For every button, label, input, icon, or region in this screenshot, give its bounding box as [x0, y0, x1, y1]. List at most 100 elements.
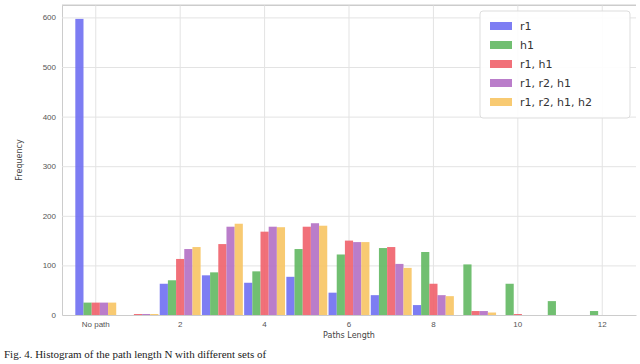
- series: [83, 248, 598, 315]
- legend-swatch: [490, 22, 512, 30]
- legend-entry: r1: [490, 20, 532, 33]
- bar: [184, 249, 192, 315]
- series: [100, 223, 488, 315]
- x-tick-label: 4: [262, 320, 267, 329]
- bar: [472, 311, 480, 315]
- bar: [598, 315, 606, 316]
- bar: [303, 227, 311, 315]
- bar: [353, 242, 361, 315]
- bar: [522, 315, 530, 316]
- bar: [361, 242, 369, 315]
- bar: [126, 315, 134, 316]
- bar: [329, 293, 337, 315]
- y-tick-label: 400: [43, 113, 57, 122]
- y-tick-label: 300: [43, 162, 57, 171]
- bar: [345, 241, 353, 315]
- legend-label: h1: [520, 39, 534, 52]
- bar: [192, 247, 200, 315]
- legend-swatch: [490, 79, 512, 87]
- y-tick-label: 600: [43, 13, 57, 22]
- bar: [202, 275, 210, 315]
- legend: r1 h1 r1, h1 r1, r2, h1 r1, r2, h1, h2: [480, 11, 630, 118]
- legend-entry: r1, r2, h1: [490, 77, 571, 90]
- bar: [497, 315, 505, 316]
- bar: [438, 295, 446, 315]
- bar: [556, 315, 564, 316]
- bar: [413, 305, 421, 315]
- plot: 0100200300400500600No path24681012: [43, 5, 637, 329]
- bar: [371, 295, 379, 315]
- y-grid-line: [62, 315, 636, 316]
- bar: [421, 252, 429, 315]
- bar: [319, 226, 327, 315]
- series: [92, 227, 522, 315]
- bar: [244, 283, 252, 315]
- x-axis-line: [63, 315, 637, 316]
- bar: [463, 264, 471, 315]
- bar: [252, 271, 260, 315]
- bar: [395, 264, 403, 315]
- x-grid-line: [95, 5, 96, 315]
- bar: [286, 277, 294, 315]
- series: [75, 19, 421, 315]
- chart: 0100200300400500600No path24681012Paths …: [0, 0, 640, 364]
- legend-label: r1: [520, 20, 532, 33]
- legend-swatch: [490, 41, 512, 49]
- legend-box: [480, 11, 630, 118]
- y-tick-label: 500: [43, 63, 57, 72]
- x-axis: No path24681012: [63, 5, 637, 329]
- y-tick: 200: [43, 212, 636, 221]
- bar: [530, 315, 538, 316]
- bar: [540, 315, 548, 316]
- bar: [572, 315, 580, 316]
- bar: [134, 314, 142, 315]
- bar: [235, 224, 243, 315]
- x-axis-title: Paths Length: [323, 331, 375, 340]
- bar: [210, 272, 218, 315]
- bar: [403, 268, 411, 315]
- bar: [160, 284, 168, 315]
- bar: [564, 315, 572, 316]
- y-tick: 300: [43, 162, 636, 171]
- bar: [168, 280, 176, 315]
- bar: [150, 314, 158, 315]
- bar: [337, 254, 345, 315]
- legend-swatch: [490, 60, 512, 68]
- legend-entry: r1, h1: [490, 58, 552, 71]
- bar: [606, 315, 614, 316]
- x-tick: 8: [431, 5, 436, 329]
- y-tick-label: 200: [43, 212, 57, 221]
- bar: [429, 284, 437, 315]
- bar: [83, 303, 91, 315]
- bar: [387, 247, 395, 315]
- bar: [480, 311, 488, 315]
- x-tick-label: 2: [178, 320, 183, 329]
- bar: [260, 232, 268, 315]
- bar: [615, 315, 623, 316]
- legend-label: r1, r2, h1: [520, 77, 571, 90]
- bar: [75, 19, 83, 315]
- bar: [514, 314, 522, 315]
- legend-entry: h1: [490, 39, 534, 52]
- bar: [582, 315, 590, 316]
- y-axis-line: [63, 6, 637, 316]
- bar: [455, 315, 463, 316]
- frame: [62, 5, 636, 6]
- x-tick-label: 12: [598, 320, 607, 329]
- y-tick-label: 0: [52, 311, 57, 320]
- caption: Fig. 4. Histogram of the path length N w…: [4, 348, 267, 360]
- bar: [446, 296, 454, 315]
- legend-swatch: [490, 98, 512, 106]
- bar: [176, 259, 184, 315]
- legend-entry: r1, r2, h1, h2: [490, 96, 592, 109]
- x-tick-label: 6: [347, 320, 352, 329]
- y-axis: 0100200300400500600: [43, 6, 636, 321]
- bar: [295, 249, 303, 315]
- bar: [488, 313, 496, 315]
- bar: [118, 315, 126, 316]
- x-tick-label: No path: [82, 320, 110, 329]
- x-grid-line: [433, 5, 434, 315]
- legend-label: r1, r2, h1, h2: [520, 96, 592, 109]
- bar: [277, 227, 285, 315]
- bar: [269, 227, 277, 315]
